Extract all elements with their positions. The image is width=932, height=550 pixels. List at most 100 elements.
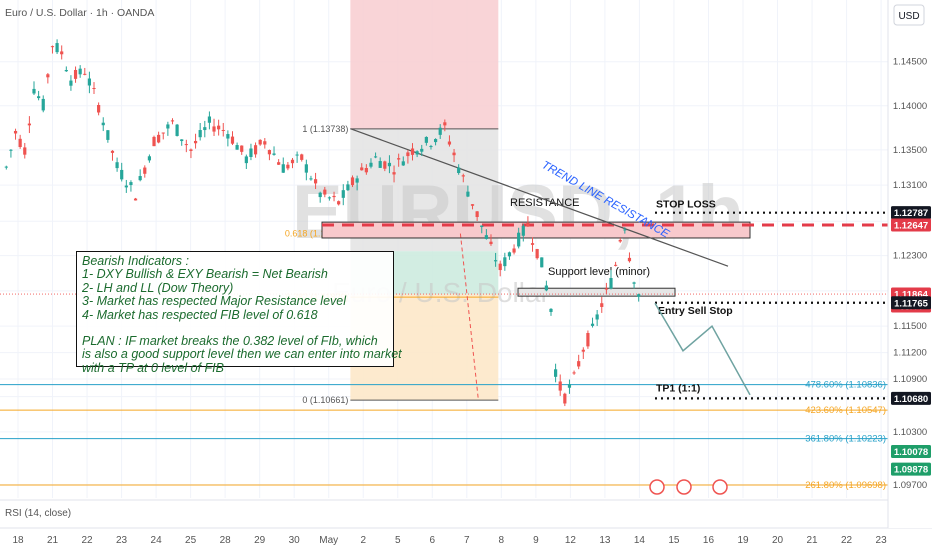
candle-body (392, 172, 396, 175)
candle-body (475, 211, 479, 218)
price-axis (888, 0, 932, 528)
candle-body (13, 130, 18, 134)
candle-body (166, 124, 170, 129)
x-tick-label: 16 (703, 535, 715, 546)
symbol-title: Euro / U.S. Dollar · 1h · OANDA (5, 7, 154, 19)
candle-body (355, 178, 359, 183)
candle-body (489, 241, 493, 245)
candle-body (221, 129, 225, 131)
candle-body (73, 69, 78, 79)
candle-body (290, 159, 295, 164)
candle-body (286, 164, 290, 169)
candle-body (115, 162, 119, 169)
candle-body (554, 369, 558, 377)
candle-body (581, 349, 585, 352)
candle-body (590, 323, 595, 326)
x-tick-label: 22 (81, 535, 93, 546)
candle-body (41, 98, 45, 111)
x-tick-label: 9 (533, 535, 539, 546)
support-label: Support level (minor) (548, 266, 650, 278)
candle-body (18, 138, 22, 147)
candle-body (253, 145, 258, 155)
candle-body (235, 145, 239, 150)
x-tick-label: 22 (841, 535, 853, 546)
candle-body (461, 175, 465, 177)
candle-body (263, 141, 267, 145)
currency-button[interactable]: USD (893, 4, 925, 26)
candle-body (480, 225, 484, 228)
candle-body (438, 127, 442, 135)
bearish-line: 4- Market has respected FIB level of 0.6… (82, 307, 318, 322)
candle-body (466, 191, 470, 197)
x-tick-label: May (319, 535, 338, 546)
candle-body (373, 156, 378, 158)
x-tick-label: 5 (395, 535, 401, 546)
price-label: 1.11864 (894, 290, 929, 301)
candle-body (295, 154, 299, 156)
candle-body (484, 235, 488, 239)
stop-loss-label: STOP LOSS (656, 199, 716, 211)
y-tick-label: 1.13500 (893, 145, 927, 156)
x-tick-label: 29 (254, 535, 266, 546)
entry-label: Entry Sell Stop (658, 305, 733, 317)
price-label-bg (891, 462, 931, 476)
candle-body (443, 122, 447, 126)
candle-body (535, 249, 539, 259)
candle-body (521, 225, 525, 236)
candle-body (470, 204, 475, 206)
y-tick-label: 1.14500 (893, 57, 927, 68)
candle-body (152, 136, 156, 147)
candle-body (240, 145, 244, 152)
candle-body (124, 185, 128, 188)
bearish-line: 2- LH and LL (Dow Theory) (82, 280, 234, 295)
candle-body (350, 177, 355, 186)
price-label: 1.10680 (894, 394, 928, 405)
candle-body (304, 164, 308, 173)
candle-body (226, 134, 230, 139)
candle-body (300, 154, 304, 160)
candle-body (147, 156, 152, 161)
y-tick-label: 1.12300 (893, 251, 927, 262)
candle-body (424, 136, 428, 143)
candle-body (97, 105, 101, 113)
price-label-bg (891, 391, 931, 405)
y-tick-label: 1.10900 (893, 374, 927, 385)
candle-body (83, 73, 87, 75)
candle-body (632, 282, 636, 284)
candle-body (69, 80, 73, 86)
candle-body (498, 263, 502, 271)
candle-body (198, 130, 202, 138)
candle-body (281, 164, 285, 173)
y-tick-label: 1.09700 (893, 480, 927, 491)
candle-body (4, 166, 8, 168)
candle-body (161, 132, 165, 134)
candle-body (323, 189, 327, 195)
candle-body (32, 88, 36, 94)
currency-button-frame (893, 4, 925, 26)
candle-body (433, 139, 438, 143)
bearish-line: 3- Market has respected Major Resistance… (82, 294, 347, 309)
x-tick-label: 14 (634, 535, 646, 546)
candle-body (595, 314, 599, 320)
candle-body (507, 252, 512, 257)
position-stop-region (350, 0, 499, 129)
price-label-bg (891, 218, 931, 232)
bearish-line: Bearish Indicators : (82, 254, 189, 268)
candle-body (313, 179, 318, 184)
candle-body (618, 239, 622, 242)
fib-level-label: 0 (1.10661) (302, 395, 348, 405)
x-tick-label: 12 (565, 535, 577, 546)
candle-body (410, 148, 415, 155)
candle-body (415, 151, 419, 155)
plan-line: is also a good support level then we can… (82, 347, 402, 362)
y-tick-label: 1.11200 (893, 348, 927, 359)
candle-body (530, 243, 535, 245)
candle-body (106, 130, 110, 140)
plan-line: PLAN : IF market breaks the 0.382 level … (82, 334, 378, 349)
candle-body (627, 257, 632, 262)
candle-body (203, 127, 207, 131)
y-tick-label: 1.10300 (893, 427, 927, 438)
candle-body (577, 361, 581, 367)
candle-body (55, 43, 59, 53)
